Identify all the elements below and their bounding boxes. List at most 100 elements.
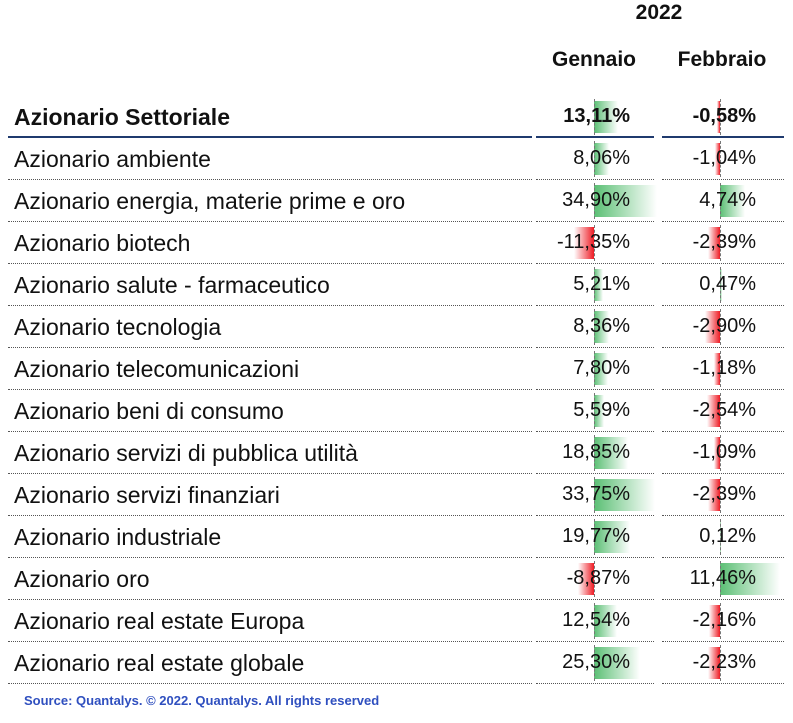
- axis-febbraio: [720, 267, 721, 303]
- table-row: Azionario servizi finanziari 33,75% -2,39%: [0, 474, 793, 516]
- table-row: Azionario oro -8,87% 11,46%: [0, 558, 793, 600]
- row-separator: [536, 431, 654, 432]
- value-febbraio: 0,12%: [699, 525, 756, 547]
- bar-gennaio: [594, 605, 617, 637]
- cell-gennaio: -8,87%: [536, 558, 654, 598]
- cell-gennaio: 34,90%: [536, 180, 657, 220]
- bar-febbraio: [720, 563, 780, 595]
- value-febbraio: -2,39%: [692, 483, 756, 505]
- year-header: 2022: [635, 1, 683, 24]
- row-separator: [8, 221, 532, 222]
- row-separator: [8, 389, 532, 390]
- axis-gennaio: [594, 561, 595, 597]
- cell-gennaio: 5,21%: [536, 264, 654, 304]
- summary-value-febbraio: -0,58%: [692, 105, 756, 127]
- summary-axis-febbraio: [720, 99, 721, 135]
- axis-gennaio: [594, 183, 595, 219]
- row-label: Azionario telecomunicazioni: [14, 356, 300, 382]
- table-row: Azionario servizi di pubblica utilità 18,…: [0, 432, 793, 474]
- summary-label: Azionario Settoriale: [14, 104, 230, 130]
- axis-gennaio: [594, 477, 595, 513]
- value-febbraio: 4,74%: [699, 189, 756, 211]
- cell-gennaio: 33,75%: [536, 474, 655, 514]
- axis-gennaio: [594, 309, 595, 345]
- axis-febbraio: [720, 435, 721, 471]
- row-label: Azionario servizi finanziari: [14, 482, 280, 508]
- column-header-gennaio: Gennaio: [551, 48, 636, 71]
- row-label: Azionario biotech: [14, 230, 191, 256]
- bar-gennaio: [594, 143, 609, 175]
- header-rule: [536, 136, 654, 138]
- row-separator: [536, 347, 654, 348]
- value-febbraio: -2,16%: [692, 609, 756, 631]
- cell-febbraio: 11,46%: [662, 558, 784, 598]
- row-separator: [662, 263, 784, 264]
- header-rule: [8, 136, 532, 138]
- row-separator: [662, 389, 784, 390]
- value-gennaio: 5,59%: [573, 399, 630, 421]
- table-row: Azionario ambiente 8,06% -1,04%: [0, 138, 793, 180]
- bar-febbraio: [720, 269, 723, 301]
- cell-gennaio: 5,59%: [536, 390, 654, 430]
- row-separator: [662, 179, 784, 180]
- row-label: Azionario ambiente: [14, 146, 211, 172]
- value-febbraio: 0,47%: [699, 273, 756, 295]
- row-separator: [662, 431, 784, 432]
- table-row: Azionario telecomunicazioni 7,80% -1,18%: [0, 348, 793, 390]
- cell-gennaio: 12,54%: [536, 600, 654, 640]
- row-separator: [662, 305, 784, 306]
- bar-febbraio: [714, 143, 720, 175]
- summary-bar-gennaio: [594, 101, 618, 133]
- cell-febbraio: 0,12%: [662, 516, 784, 556]
- row-separator: [8, 347, 532, 348]
- value-gennaio: 18,85%: [562, 441, 630, 463]
- cell-febbraio: -1,04%: [662, 138, 784, 178]
- axis-febbraio: [720, 477, 721, 513]
- table-row: Azionario industriale 19,77% 0,12%: [0, 516, 793, 558]
- table-row: Azionario real estate globale 25,30% -2,23…: [0, 642, 793, 684]
- bar-febbraio: [708, 647, 720, 679]
- row-separator: [662, 473, 784, 474]
- axis-gennaio: [594, 603, 595, 639]
- axis-gennaio: [594, 645, 595, 681]
- bar-febbraio: [713, 353, 720, 385]
- cell-gennaio: 7,80%: [536, 348, 654, 388]
- cell-febbraio: -1,09%: [662, 432, 784, 472]
- bar-febbraio: [706, 395, 720, 427]
- bar-febbraio: [720, 185, 745, 217]
- axis-febbraio: [720, 603, 721, 639]
- bar-febbraio: [714, 437, 720, 469]
- row-separator: [536, 221, 654, 222]
- axis-febbraio: [720, 645, 721, 681]
- bar-gennaio: [578, 563, 594, 595]
- cell-gennaio: -11,35%: [536, 222, 654, 262]
- cell-gennaio: 8,06%: [536, 138, 654, 178]
- row-separator: [536, 389, 654, 390]
- cell-gennaio: 18,85%: [536, 432, 654, 472]
- row-separator: [536, 305, 654, 306]
- row-separator: [8, 431, 532, 432]
- cell-febbraio: -2,23%: [662, 642, 784, 682]
- value-gennaio: 12,54%: [562, 609, 630, 631]
- row-label: Azionario real estate Europa: [14, 608, 305, 634]
- row-separator: [536, 599, 654, 600]
- row-label: Azionario tecnologia: [14, 314, 222, 340]
- cell-febbraio: -2,54%: [662, 390, 784, 430]
- cell-gennaio: 19,77%: [536, 516, 654, 556]
- header-rule: [662, 136, 784, 138]
- row-separator: [662, 683, 784, 684]
- value-gennaio: 33,75%: [562, 483, 630, 505]
- bar-gennaio: [594, 395, 605, 427]
- table-row: Azionario beni di consumo 5,59% -2,54%: [0, 390, 793, 432]
- value-gennaio: -11,35%: [556, 231, 630, 253]
- bar-gennaio: [594, 479, 655, 511]
- row-separator: [536, 179, 654, 180]
- bar-gennaio: [594, 647, 640, 679]
- row-label: Azionario servizi di pubblica utilità: [14, 440, 358, 466]
- table-row: Azionario tecnologia 8,36% -2,90%: [0, 306, 793, 348]
- cell-febbraio: 0,47%: [662, 264, 784, 304]
- axis-febbraio: [720, 309, 721, 345]
- row-separator: [8, 515, 532, 516]
- table-row: Azionario biotech -11,35% -2,39%: [0, 222, 793, 264]
- row-separator: [536, 473, 654, 474]
